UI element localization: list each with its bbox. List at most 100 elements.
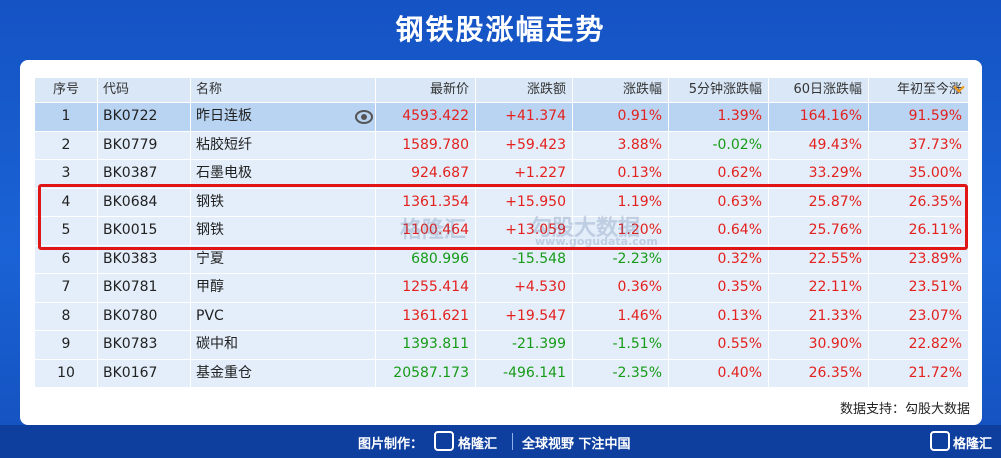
table-row: 3 BK0387 石墨电极 924.687 +1.227 0.13% 0.62% 33.29%…	[35, 160, 968, 188]
source-note: 数据支持：勾股大数据	[839, 402, 970, 417]
cell: BK0383	[103, 250, 158, 267]
cell: 钢铁	[196, 193, 224, 210]
panel: 序号 代码 名称 最新价 涨跌额 涨跌幅 5分钟涨跌幅 60日涨跌幅 年初至今涨 1 BK0722 昨…	[20, 60, 982, 425]
column-separator	[475, 188, 476, 216]
column-separator	[868, 78, 869, 102]
cell: 2	[61, 136, 71, 153]
cell: 0.40%	[717, 364, 762, 381]
column-separator	[375, 188, 376, 216]
column-separator	[868, 160, 869, 188]
column-separator	[190, 217, 191, 245]
cell: 21.33%	[808, 307, 862, 324]
column-separator	[190, 78, 191, 102]
header-row: 序号 代码 名称 最新价 涨跌额 涨跌幅 5分钟涨跌幅 60日涨跌幅 年初至今涨	[35, 78, 968, 102]
column-separator	[97, 217, 98, 245]
cell: -21.399	[511, 336, 566, 352]
column-separator	[190, 188, 191, 216]
cell: 20587.173	[393, 364, 469, 381]
cell: 1100.464	[402, 222, 469, 238]
column-separator	[475, 160, 476, 188]
cell: 0.36%	[617, 279, 662, 295]
column-separator	[768, 103, 769, 131]
cell: -2.23%	[612, 250, 662, 267]
column-separator	[375, 302, 376, 330]
column-separator	[475, 274, 476, 302]
cell: 26.35%	[908, 193, 962, 210]
cell: 26.11%	[908, 222, 962, 238]
cell: 石墨电极	[196, 165, 252, 181]
cell: 1.46%	[617, 307, 662, 324]
cell: 1	[61, 108, 71, 124]
cell: +19.547	[505, 307, 566, 324]
column-separator	[768, 160, 769, 188]
column-separator	[475, 359, 476, 387]
cell: 1255.414	[402, 279, 469, 295]
column-separator	[868, 274, 869, 302]
cell: 8	[61, 307, 71, 324]
column-separator	[868, 188, 869, 216]
column-separator	[97, 188, 98, 216]
column-separator	[868, 245, 869, 273]
cell: +41.374	[505, 108, 566, 124]
cell: 924.687	[411, 165, 469, 181]
cell: 1.20%	[617, 222, 662, 238]
column-header: 名称	[196, 82, 223, 97]
column-separator	[475, 103, 476, 131]
slogan: 全球视野 下注中国	[522, 437, 631, 452]
credit-label: 图片制作：	[358, 437, 424, 452]
column-separator	[97, 131, 98, 159]
table-row: 4 BK0684 钢铁 1361.354 +15.950 1.19% 0.63% 25.87%…	[35, 188, 968, 216]
cell: 0.91%	[617, 108, 662, 124]
column-separator	[768, 217, 769, 245]
watermark: www.gogudata.com	[535, 235, 658, 248]
cell: 5	[61, 222, 71, 238]
cell: PVC	[196, 307, 224, 324]
cell: 0.32%	[717, 250, 762, 267]
column-separator	[572, 359, 573, 387]
cell: +1.227	[514, 165, 566, 181]
cell: BK0387	[103, 165, 158, 181]
column-separator	[668, 274, 669, 302]
column-separator	[190, 245, 191, 273]
brand-corner: 格隆汇	[953, 437, 993, 452]
watermark: 格隆汇	[400, 218, 467, 243]
cell: BK0783	[103, 336, 158, 352]
column-separator	[768, 245, 769, 273]
column-separator	[768, 331, 769, 359]
column-separator	[375, 131, 376, 159]
column-separator	[572, 78, 573, 102]
logo-icon	[434, 431, 454, 451]
cell: -496.141	[503, 364, 566, 381]
table-row: 6 BK0383 宁夏 680.996 -15.548 -2.23% 0.32% 22.55%…	[35, 245, 968, 273]
cell: 0.63%	[717, 193, 762, 210]
column-separator	[475, 245, 476, 273]
column-separator	[190, 131, 191, 159]
cell: 1589.780	[402, 136, 469, 153]
column-separator	[475, 331, 476, 359]
column-separator	[97, 359, 98, 387]
table-row: 5 BK0015 钢铁 1100.464 +13.059 1.20% 0.64% 25.76%…	[35, 217, 968, 245]
cell: 680.996	[411, 250, 469, 267]
column-separator	[375, 160, 376, 188]
column-separator	[668, 217, 669, 245]
separator	[512, 433, 513, 450]
column-separator	[97, 103, 98, 131]
column-separator	[668, 160, 669, 188]
cell: 37.73%	[908, 136, 962, 153]
cell: 3.88%	[617, 136, 662, 153]
watermark: 勾股大数据	[530, 216, 641, 241]
column-separator	[572, 188, 573, 216]
column-separator	[475, 78, 476, 102]
table-row: 1 BK0722 昨日连板 4593.422 +41.374 0.91% 1.39% 164.…	[35, 103, 968, 131]
cell: 22.82%	[908, 336, 962, 352]
cell: BK0781	[103, 279, 158, 295]
column-header: 年初至今涨	[896, 82, 962, 97]
column-separator	[768, 131, 769, 159]
cell: 33.29%	[808, 165, 862, 181]
column-separator	[375, 359, 376, 387]
cell: 钢铁	[196, 222, 224, 238]
cell: 3	[61, 165, 71, 181]
cell: 甲醇	[196, 279, 224, 295]
cell: BK0167	[103, 364, 158, 381]
column-header: 代码	[103, 82, 130, 97]
